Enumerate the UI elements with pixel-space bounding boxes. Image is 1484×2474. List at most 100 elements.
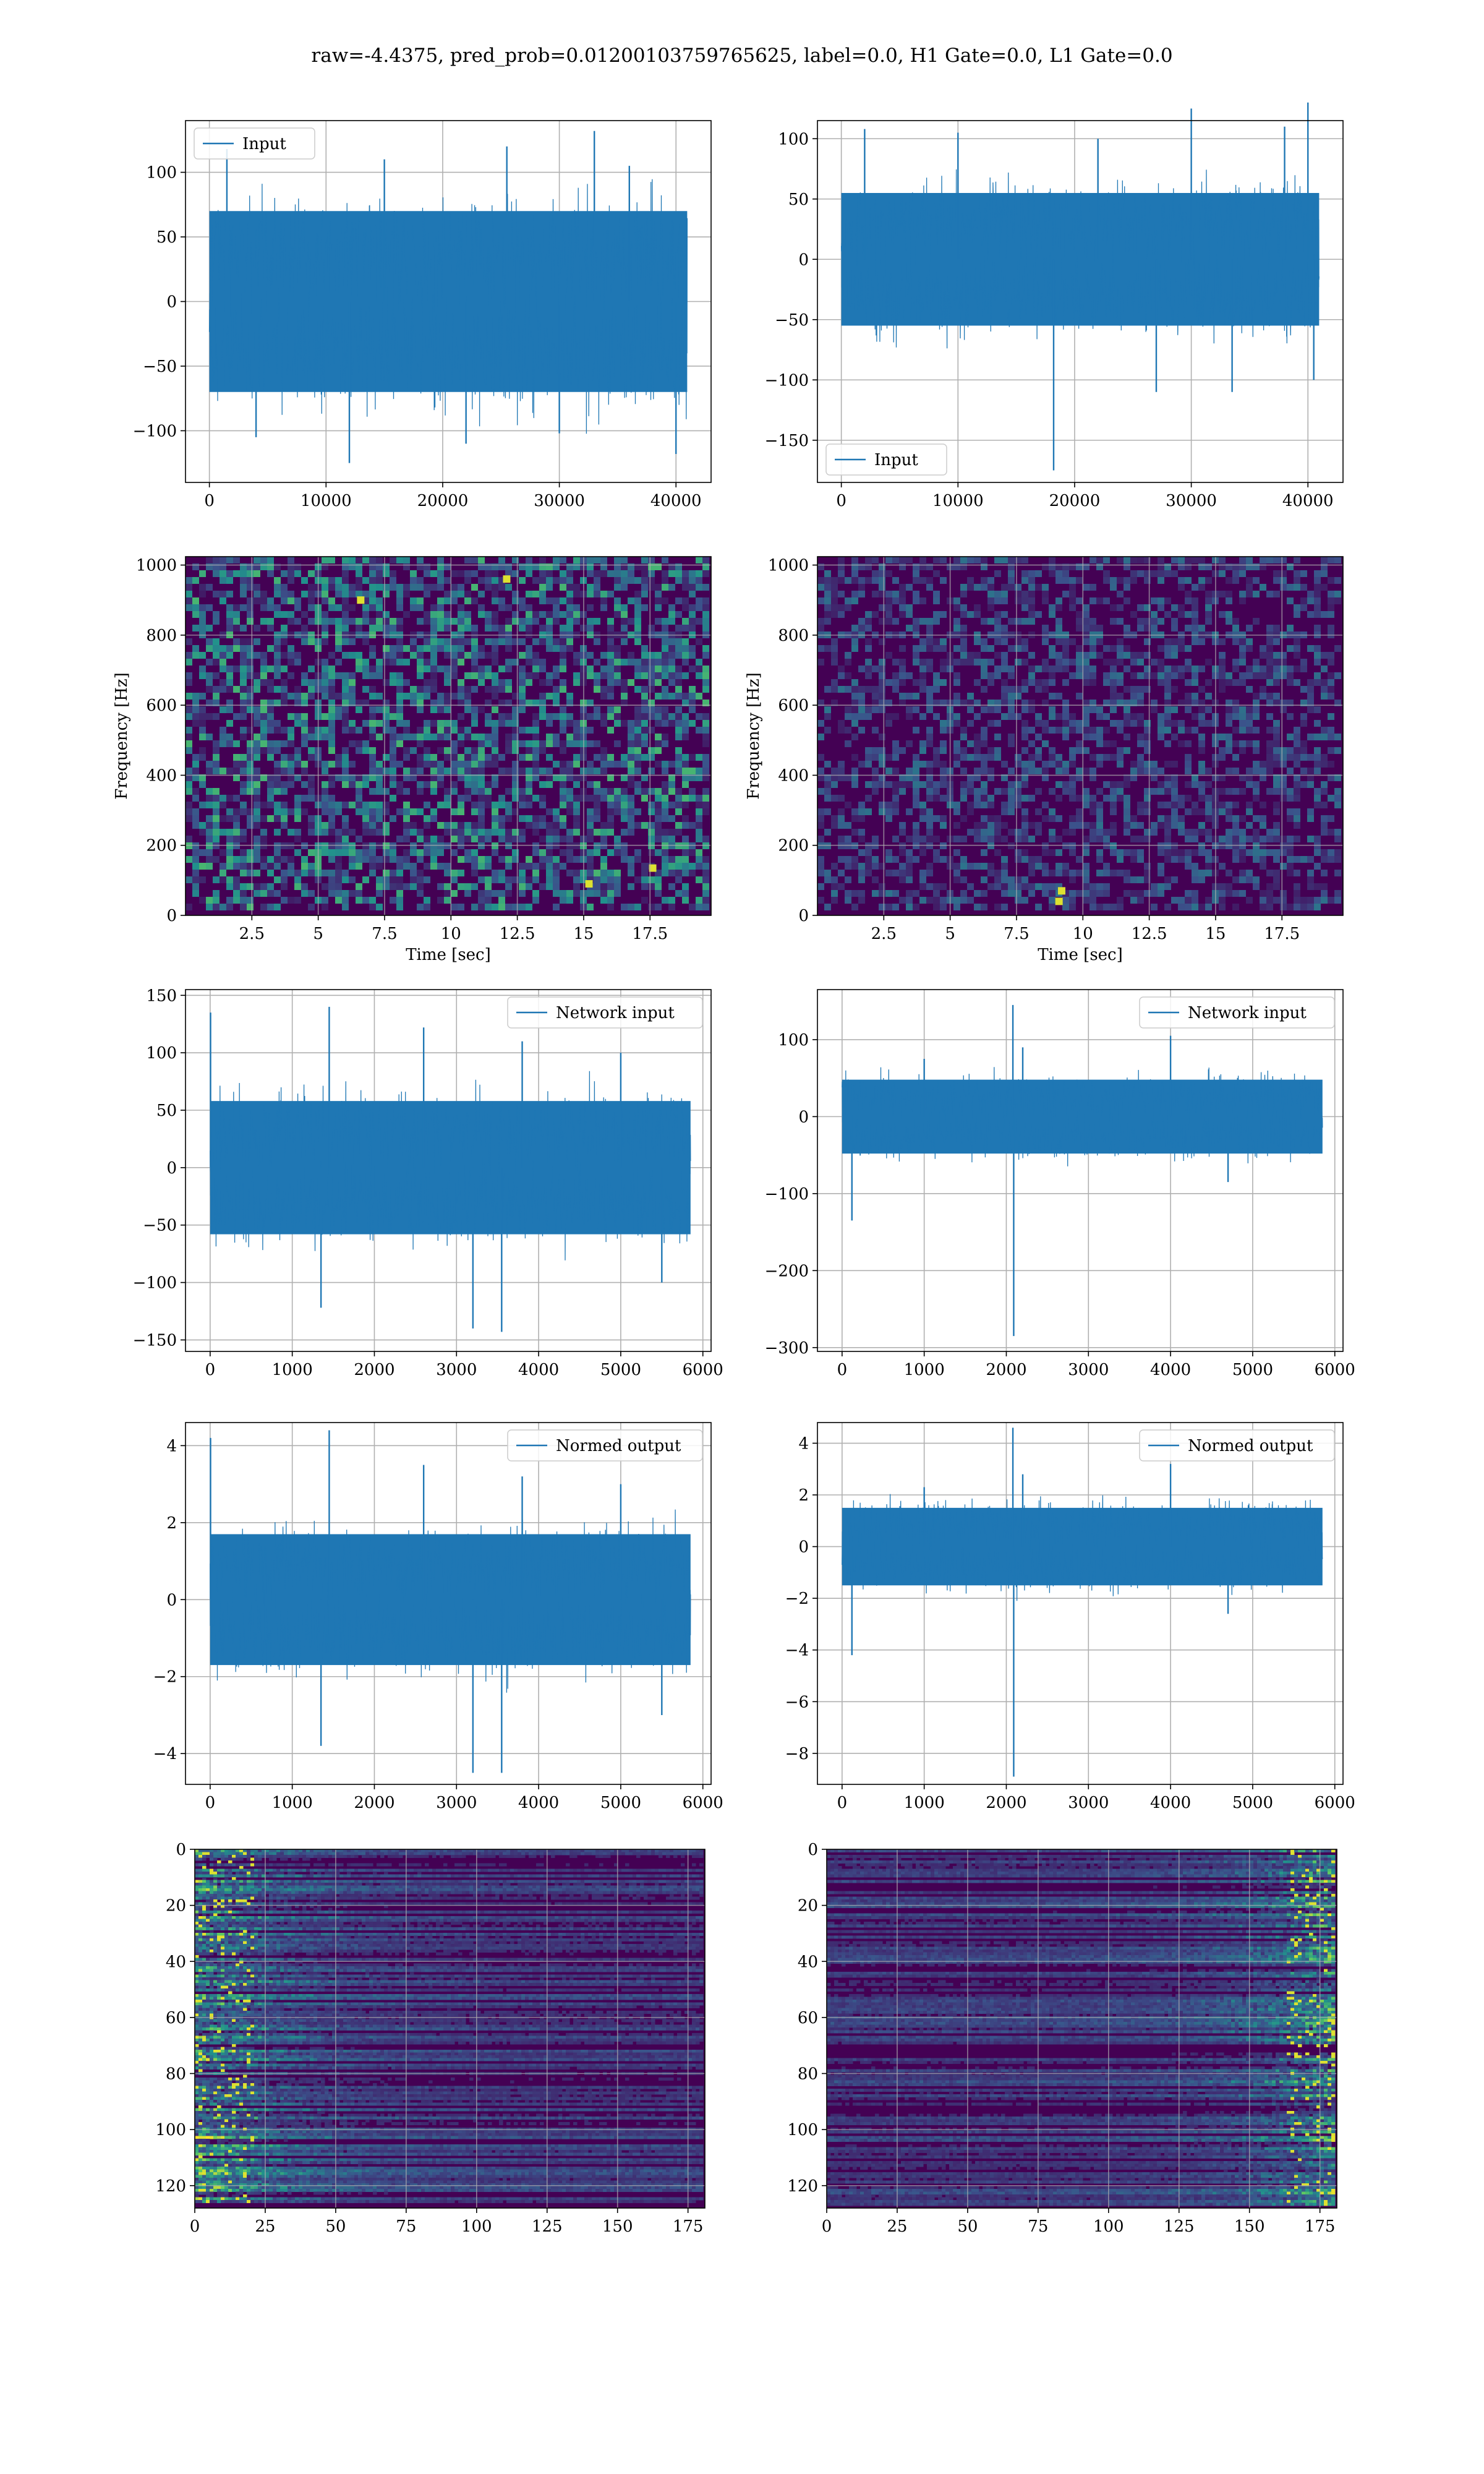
tick-labels: 0 1000 2000 3000 4000 5000 6000 −150 −100 −50 0 50 1…	[133, 987, 723, 1379]
x-tick-label: 175	[1305, 2217, 1336, 2236]
x-axis-label: Time [sec]	[406, 946, 491, 964]
x-tick-label: 3000	[1068, 1361, 1109, 1379]
y-tick-label: −8	[785, 1745, 809, 1763]
signal-line	[840, 169, 1320, 349]
y-tick-label: 800	[778, 627, 809, 645]
tick-labels: 0 25 50 75 100 125 150 175 0 20 40 60 80 100 120	[155, 1841, 703, 2236]
x-tick-label: 10	[1073, 925, 1093, 943]
y-tick-label: 1000	[768, 557, 809, 575]
x-tick-label: 7.5	[372, 925, 397, 943]
x-tick-label: 1000	[272, 1794, 313, 1812]
x-tick-label: 175	[673, 2217, 704, 2236]
l1-input-plot: Input 0 10000 20000 30000 40000 −150 −100 −50 0 50…	[756, 102, 1349, 516]
x-tick-label: 17.5	[632, 925, 668, 943]
x-tick-label: 125	[532, 2217, 563, 2236]
x-tick-label: 6000	[683, 1794, 723, 1812]
x-tick-label: 5000	[600, 1361, 641, 1379]
y-tick-label: −4	[153, 1745, 177, 1763]
x-tick-label: 75	[1028, 2217, 1048, 2236]
legend-label: Normed output	[556, 1437, 681, 1455]
legend-label: Input	[874, 451, 918, 469]
y-tick-label: 0	[166, 907, 177, 925]
y-tick-label: −300	[765, 1339, 809, 1358]
x-tick-label: 50	[325, 2217, 346, 2236]
y-tick-label: 50	[788, 190, 809, 209]
x-tick-label: 20000	[417, 492, 469, 510]
y-tick-label: 40	[798, 1953, 818, 1971]
y-tick-label: 2	[166, 1514, 177, 1533]
y-tick-label: 40	[166, 1953, 186, 1971]
l1-normed-output-plot: Normed output 0 1000 2000 3000 4000 5000 6000 −8…	[756, 1415, 1355, 1812]
x-tick-label: 0	[836, 492, 846, 510]
tick-labels: 0 10000 20000 30000 40000 −100 −50 0 50 100	[133, 164, 702, 510]
y-tick-label: 80	[798, 2065, 818, 2084]
y-tick-label: −4	[785, 1641, 809, 1660]
bright-spot	[357, 596, 365, 604]
legend-label: Normed output	[1188, 1437, 1313, 1455]
y-tick-label: 0	[166, 1591, 177, 1609]
tick-labels: 2.5 5 7.5 10 12.5 15 17.5 0 200 400 600 800 1000	[136, 557, 668, 943]
y-tick-label: 2	[798, 1486, 809, 1505]
x-tick-label: 25	[255, 2217, 275, 2236]
x-tick-label: 5000	[1232, 1361, 1273, 1379]
x-tick-label: 1000	[272, 1361, 313, 1379]
grid	[817, 990, 1343, 1351]
l1-input-svg: Input 0 10000 20000 30000 40000 −150 −100 −50 0 50…	[765, 102, 1344, 510]
x-tick-label: 25	[887, 2217, 907, 2236]
tick-labels: 0 10000 20000 30000 40000 −150 −100 −50 0 50 100	[765, 130, 1334, 510]
tick-labels: 2.5 5 7.5 10 12.5 15 17.5 0 200 400 600 800 1000	[768, 557, 1300, 943]
y-tick-label: 400	[778, 766, 809, 785]
x-tick-label: 15	[1205, 925, 1226, 943]
x-tick-label: 7.5	[1004, 925, 1029, 943]
y-tick-label: 20	[166, 1897, 186, 1915]
y-tick-label: 0	[798, 1538, 809, 1557]
x-tick-label: 150	[1234, 2217, 1265, 2236]
legend: Normed output	[507, 1429, 703, 1462]
y-tick-label: 0	[798, 1108, 809, 1126]
x-tick-label: 6000	[1315, 1794, 1355, 1812]
grid	[194, 1849, 705, 2208]
tick-labels: 0 25 50 75 100 125 150 175 0 20 40 60 80 100 120	[787, 1841, 1335, 2236]
x-tick-label: 20000	[1049, 492, 1101, 510]
heatmap-cells	[195, 1849, 704, 2203]
legend: Input	[825, 443, 947, 476]
y-tick-label: 0	[176, 1841, 186, 1859]
y-tick-label: −2	[153, 1668, 177, 1687]
axes-frame	[817, 556, 1344, 916]
x-tick-label: 3000	[1068, 1794, 1109, 1812]
legend-frame	[194, 127, 315, 160]
bright-spot	[585, 880, 593, 888]
x-tick-label: 0	[822, 2217, 832, 2236]
y-tick-label: 120	[787, 2177, 818, 2196]
y-tick-label: −100	[133, 422, 177, 440]
axes-frame	[185, 989, 712, 1352]
y-tick-label: 60	[166, 2009, 186, 2027]
y-tick-label: 100	[146, 164, 177, 182]
x-tick-label: 125	[1164, 2217, 1195, 2236]
axes-frame	[826, 1849, 1337, 2209]
signal-line	[208, 179, 688, 434]
bright-spot	[1055, 897, 1063, 905]
signal-line	[842, 1067, 1323, 1166]
y-tick-label: −200	[765, 1262, 809, 1280]
grid	[817, 1423, 1343, 1784]
y-tick-label: −6	[785, 1693, 809, 1711]
x-tick-label: 10	[441, 925, 461, 943]
y-tick-label: 4	[798, 1434, 809, 1453]
legend-frame	[1139, 996, 1335, 1029]
y-tick-label: 120	[155, 2177, 186, 2196]
legend-frame	[507, 1429, 703, 1462]
y-axis-label: Frequency [Hz]	[744, 672, 763, 800]
h1-normed-output-plot: Normed output 0 1000 2000 3000 4000 5000 6000 −4…	[124, 1415, 723, 1812]
h1-feature-heatmap: 0 25 50 75 100 125 150 175 0 20 40 60 80 100 120	[124, 1840, 717, 2236]
y-tick-label: 150	[146, 987, 177, 1005]
y-tick-label: 200	[146, 837, 177, 855]
x-axis-label: Time [sec]	[1038, 946, 1123, 964]
x-tick-label: 30000	[1166, 492, 1217, 510]
x-tick-label: 2.5	[871, 925, 897, 943]
grid	[817, 557, 1343, 916]
x-tick-label: 150	[602, 2217, 633, 2236]
h1-input-plot: Input 0 10000 20000 30000 40000 −100 −50 0 50 100	[124, 120, 717, 516]
legend-label: Input	[242, 135, 286, 153]
signal-line	[210, 1071, 691, 1261]
